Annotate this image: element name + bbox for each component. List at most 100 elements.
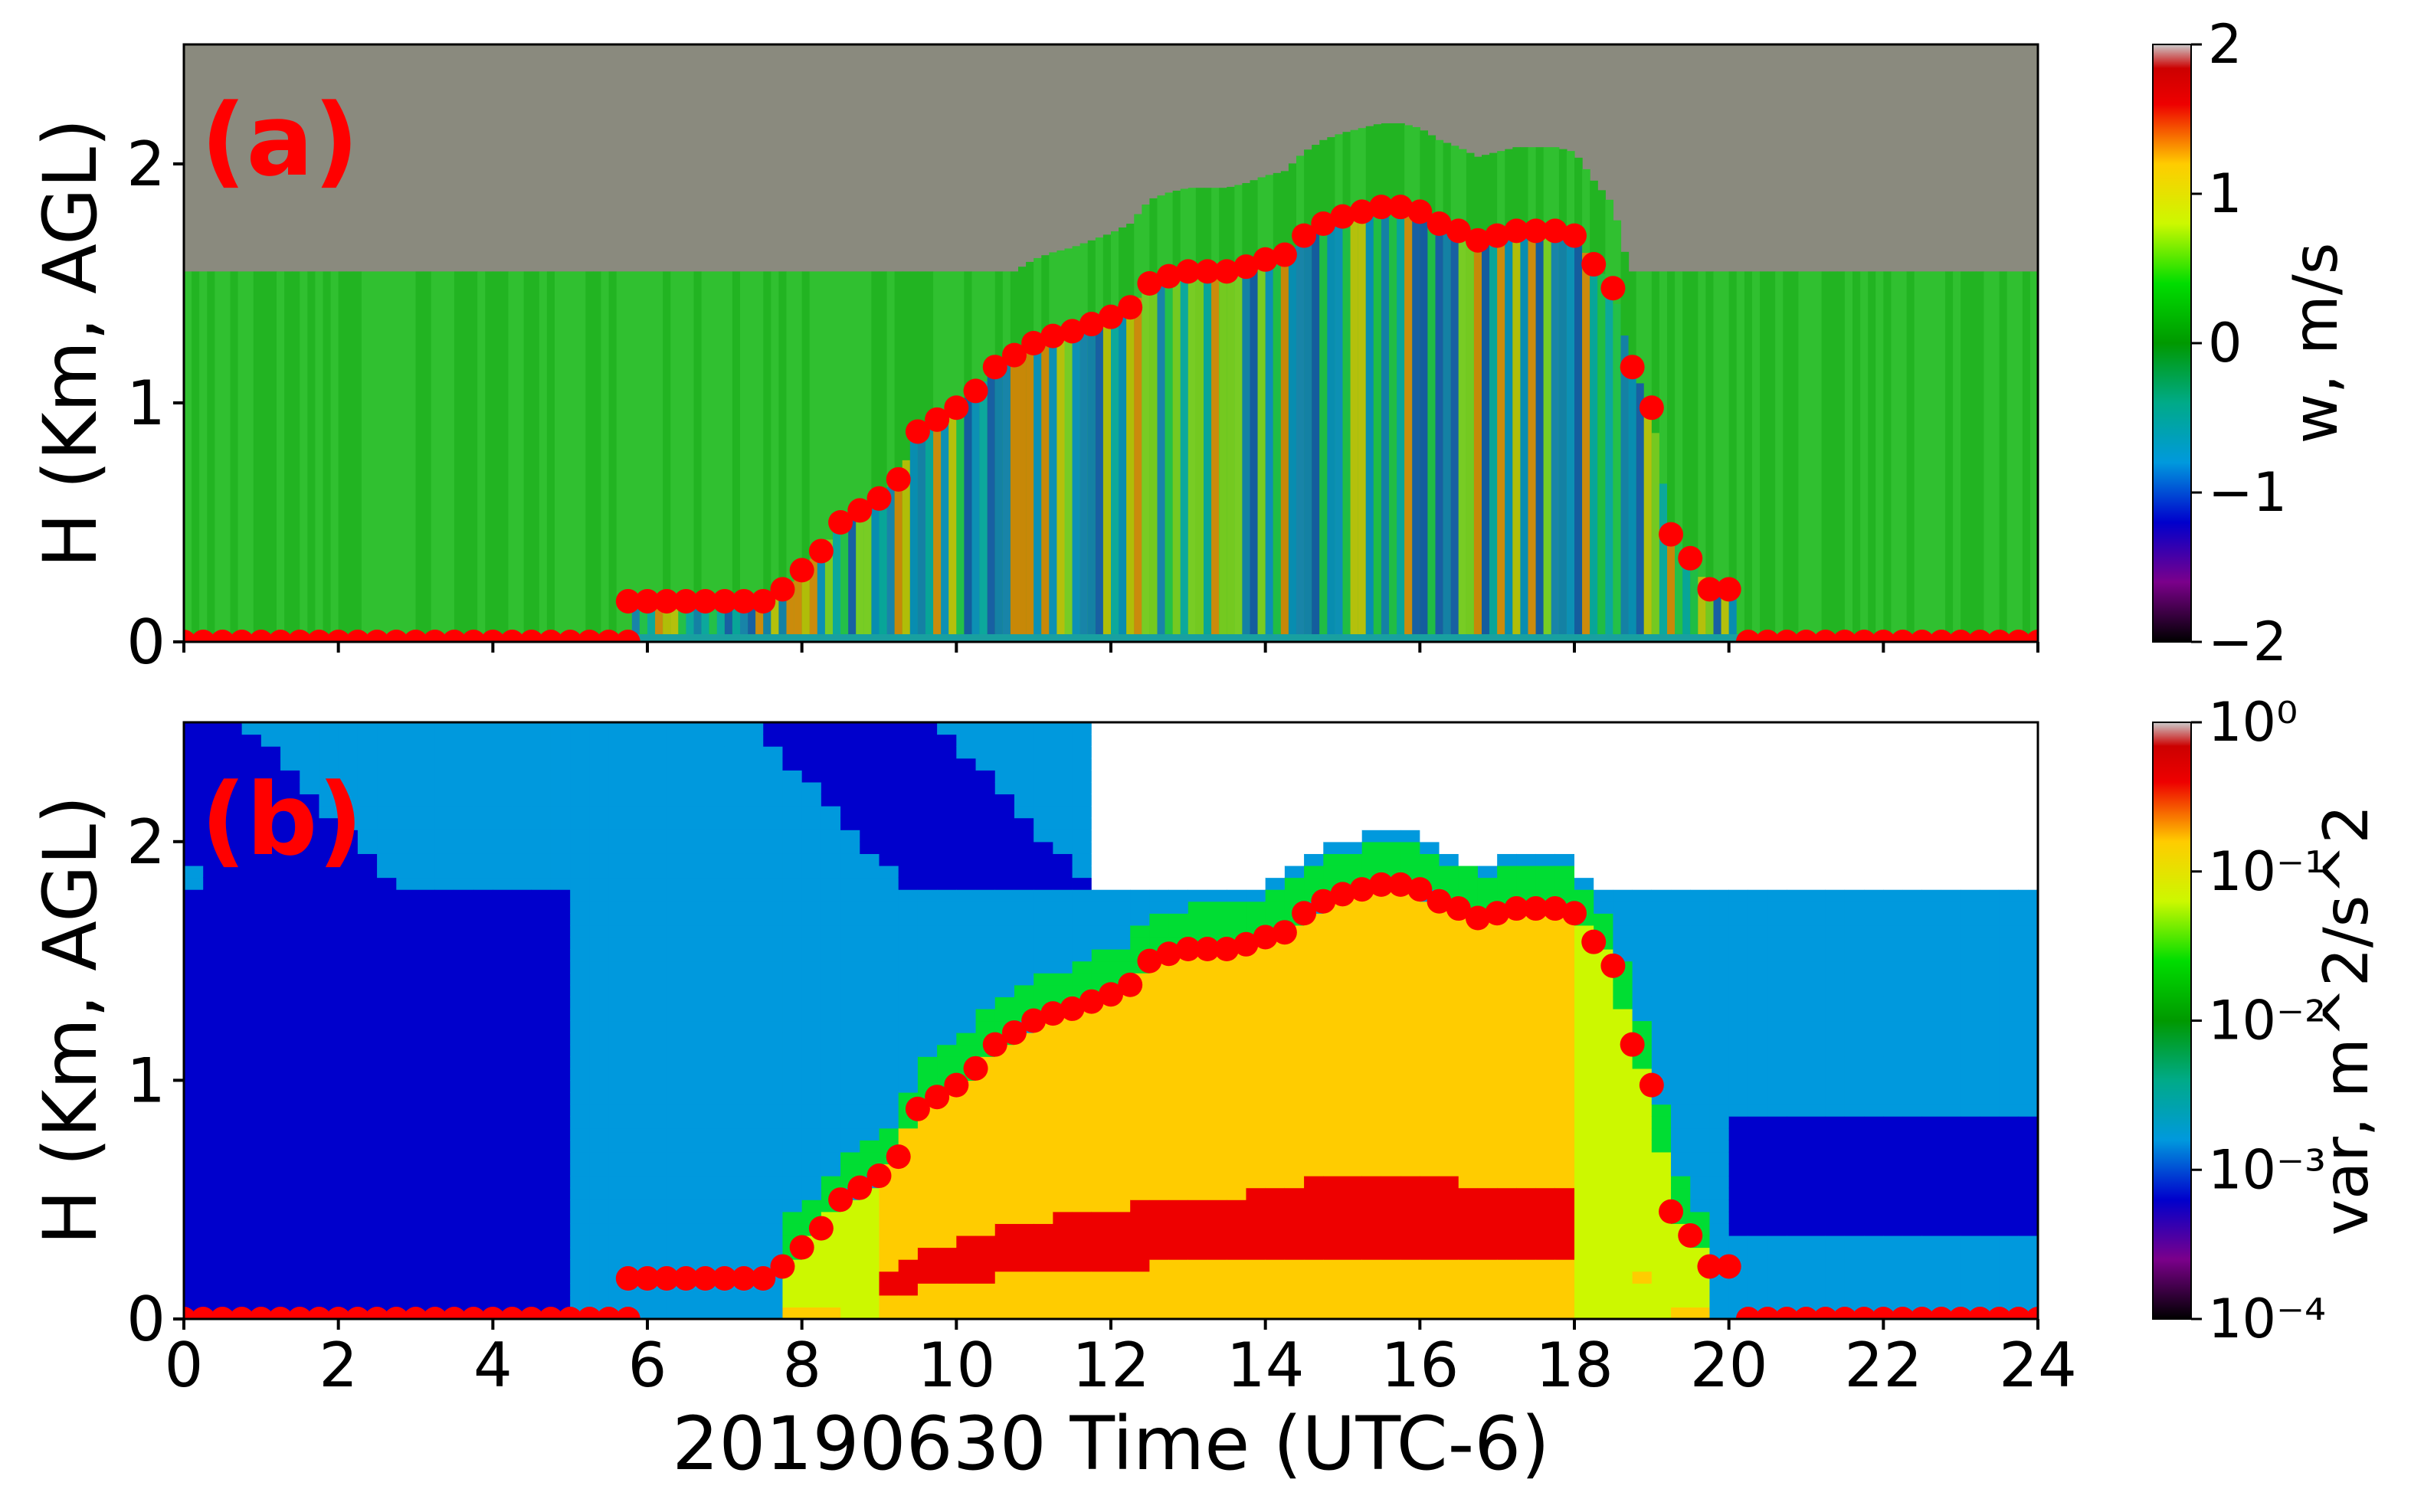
variance-cell (396, 1104, 417, 1117)
variance-cell (1806, 889, 1826, 902)
boundary-layer-marker (1716, 577, 1741, 602)
variance-cell (1187, 1140, 1208, 1153)
variance-cell (975, 1151, 996, 1165)
variance-cell (1767, 1187, 1787, 1200)
no-data-cell (1400, 781, 1420, 795)
variance-cell (1767, 901, 1787, 914)
variance-cell (1034, 949, 1053, 962)
no-data-cell (1477, 806, 1498, 819)
variance-cell (184, 1080, 204, 1093)
variance-cell (1516, 1307, 1537, 1319)
variance-cell (956, 889, 977, 902)
variance-cell (1072, 1151, 1092, 1165)
variance-cell (1227, 1020, 1247, 1033)
variance-cell (357, 877, 378, 890)
no-data-cell (1304, 830, 1324, 843)
variance-cell (608, 925, 629, 938)
variance-cell (357, 1247, 378, 1260)
variance-cell (1400, 1271, 1420, 1284)
column-strip (624, 271, 633, 642)
variance-cell (1864, 1044, 1884, 1057)
variance-cell (1535, 853, 1556, 866)
variance-cell (1497, 1068, 1517, 1081)
variance-cell (1072, 901, 1092, 914)
variance-cell (396, 1163, 417, 1177)
variance-cell (744, 1056, 764, 1069)
variance-cell (1554, 1044, 1575, 1057)
variance-cell (203, 1163, 224, 1177)
variance-cell (1864, 949, 1884, 962)
boundary-layer-marker (519, 630, 544, 642)
variance-cell (1072, 1235, 1092, 1249)
no-data-cell (1091, 722, 1112, 735)
variance-cell (222, 1033, 243, 1046)
no-data-cell (1342, 830, 1363, 843)
variance-cell (1902, 1056, 1923, 1069)
no-data-cell (1516, 722, 1537, 735)
variance-cell (531, 1211, 552, 1224)
variance-cell (570, 841, 590, 854)
convective-strip (801, 566, 811, 642)
variance-cell (184, 1163, 204, 1177)
no-data-cell (1246, 806, 1266, 819)
variance-cell (1632, 1127, 1653, 1141)
variance-cell (1246, 1247, 1266, 1260)
variance-cell (1535, 1033, 1556, 1046)
boundary-layer-marker (1060, 319, 1085, 344)
variance-cell (280, 853, 300, 866)
variance-cell (1651, 1235, 1672, 1249)
y-tick-label: 2 (126, 129, 165, 200)
variance-cell (338, 841, 359, 854)
no-data-cell (1420, 830, 1440, 843)
variance-cell (1207, 1307, 1227, 1319)
variance-cell (531, 1199, 552, 1213)
no-data-cell (1130, 734, 1151, 747)
variance-cell (1072, 1033, 1092, 1046)
variance-cell (300, 853, 320, 866)
variance-cell (1787, 1068, 1807, 1081)
variance-cell (512, 1151, 532, 1165)
variance-cell (782, 1140, 803, 1153)
variance-cell (627, 961, 648, 974)
variance-cell (1535, 877, 1556, 890)
no-data-cell (1284, 758, 1305, 771)
variance-cell (937, 925, 957, 938)
variance-cell (1034, 1068, 1053, 1081)
no-data-cell (1883, 830, 1904, 843)
variance-cell (1613, 997, 1633, 1010)
variance-cell (260, 806, 281, 819)
variance-cell (589, 973, 610, 986)
variance-cell (338, 1044, 359, 1057)
boundary-layer-marker (828, 510, 853, 535)
variance-cell (1439, 1008, 1459, 1022)
variance-cell (319, 1211, 339, 1224)
variance-cell (203, 1127, 224, 1141)
variance-cell (898, 973, 919, 986)
variance-cell (1671, 1247, 1691, 1260)
variance-cell (589, 806, 610, 819)
variance-cell (241, 1116, 262, 1129)
variance-cell (1400, 1140, 1420, 1153)
variance-cell (1034, 925, 1053, 938)
variance-cell (1613, 1080, 1633, 1093)
no-data-cell (1632, 877, 1653, 890)
no-data-cell (1207, 781, 1227, 795)
variance-cell (608, 865, 629, 879)
variance-cell (319, 901, 339, 914)
boundary-layer-marker (461, 630, 486, 642)
variance-cell (1400, 949, 1420, 962)
variance-cell (570, 949, 590, 962)
variance-cell (1246, 1151, 1266, 1165)
variance-cell (744, 1294, 764, 1308)
boundary-layer-marker (693, 588, 718, 614)
variance-cell (357, 758, 378, 771)
no-data-cell (1361, 722, 1382, 735)
variance-cell (1690, 1211, 1711, 1224)
no-data-cell (1651, 830, 1672, 843)
no-data-cell (1361, 746, 1382, 759)
variance-cell (1246, 1080, 1266, 1093)
variance-cell (975, 973, 996, 986)
variance-cell (975, 901, 996, 914)
column-strip (1929, 271, 1938, 642)
no-data-cell (1632, 758, 1653, 771)
